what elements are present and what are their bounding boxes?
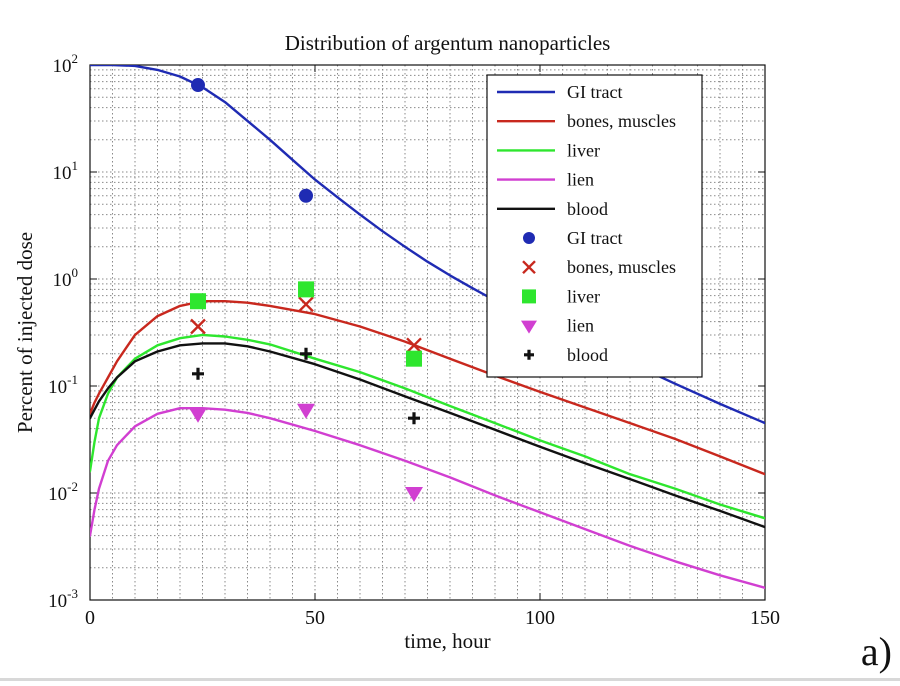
legend-entry-label: bones, muscles bbox=[567, 257, 676, 277]
legend-entry-label: blood bbox=[567, 345, 608, 365]
y-tick-label: 10-3 bbox=[48, 586, 78, 612]
data-point-bones-muscles bbox=[406, 337, 422, 354]
y-tick-label: 102 bbox=[53, 51, 79, 77]
data-point-gi-tract bbox=[191, 78, 205, 93]
series-markers bbox=[189, 78, 423, 502]
data-point-gi-tract bbox=[299, 188, 313, 203]
data-point-liver bbox=[406, 350, 422, 367]
data-point-liver bbox=[190, 293, 206, 310]
legend-entry-label: lien bbox=[567, 316, 594, 336]
data-point-lien bbox=[297, 403, 315, 419]
y-tick-label: 10-2 bbox=[48, 479, 78, 505]
legend-swatch-marker-lien bbox=[521, 320, 537, 334]
x-tick-label: 150 bbox=[750, 607, 780, 629]
x-tick-label: 50 bbox=[305, 607, 325, 629]
data-point-liver bbox=[298, 281, 314, 298]
series-line-lien bbox=[90, 407, 765, 589]
y-tick-label: 101 bbox=[53, 158, 79, 184]
legend-entry-label: lien bbox=[567, 170, 594, 190]
data-point-lien bbox=[189, 407, 207, 423]
legend-entry-label: liver bbox=[567, 140, 600, 160]
legend: GI tract bones, muscles liver lien blood GI t… bbox=[486, 74, 703, 378]
legend-swatch-marker-liver bbox=[522, 289, 536, 304]
data-point-blood bbox=[408, 412, 420, 425]
legend-swatch-marker-blood bbox=[524, 349, 534, 360]
y-axis-label: Percent of injected dose bbox=[13, 232, 37, 433]
legend-entry-label: GI tract bbox=[567, 82, 622, 102]
legend-entry-label: GI tract bbox=[567, 228, 622, 248]
x-tick-label: 0 bbox=[85, 607, 95, 629]
series-line-blood bbox=[90, 342, 765, 529]
x-tick-label: 100 bbox=[525, 607, 555, 629]
legend-swatch-marker-bones-muscles bbox=[522, 260, 536, 275]
chart-title: Distribution of argentum nanoparticles bbox=[285, 31, 611, 55]
x-axis-label: time, hour bbox=[404, 629, 490, 653]
data-point-lien bbox=[405, 487, 423, 502]
data-point-blood bbox=[192, 367, 204, 380]
data-point-blood bbox=[300, 347, 312, 360]
data-point-bones-muscles bbox=[298, 296, 314, 313]
legend-box bbox=[486, 74, 703, 378]
data-point-bones-muscles bbox=[190, 318, 206, 335]
plot-frame bbox=[89, 64, 766, 601]
y-tick-label: 100 bbox=[53, 265, 79, 291]
series-line-bones-muscles bbox=[90, 300, 765, 476]
legend-swatch-marker-gi-tract bbox=[523, 232, 535, 244]
legend-entry-label: blood bbox=[567, 199, 608, 219]
y-tick-label: 10-1 bbox=[48, 372, 78, 398]
bottom-divider bbox=[0, 678, 900, 681]
legend-entry-label: liver bbox=[567, 286, 600, 306]
legend-entry-label: bones, muscles bbox=[567, 111, 676, 131]
panel-label: a) bbox=[860, 629, 892, 674]
